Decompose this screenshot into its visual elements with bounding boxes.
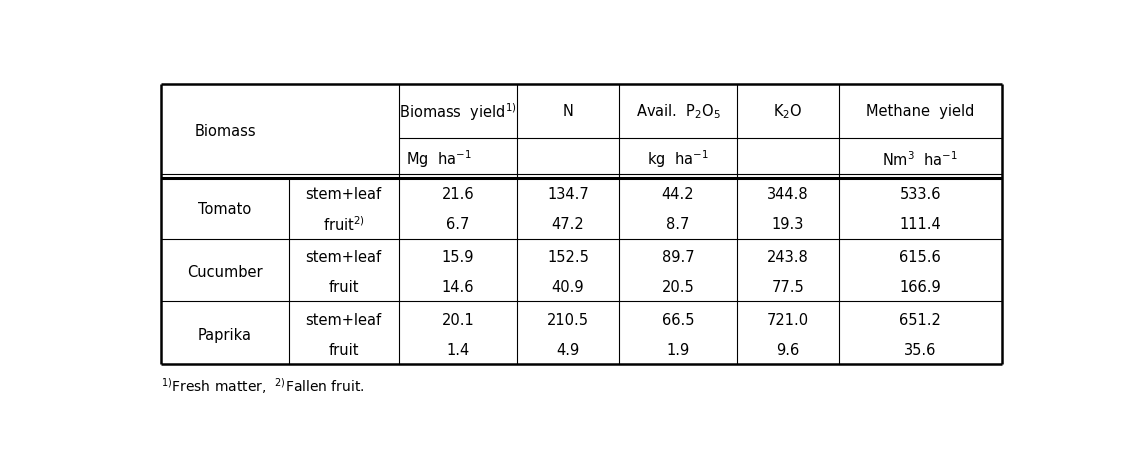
- Text: 47.2: 47.2: [552, 217, 585, 232]
- Text: 651.2: 651.2: [899, 312, 941, 327]
- Text: 20.5: 20.5: [662, 279, 695, 294]
- Text: Cucumber: Cucumber: [187, 264, 263, 279]
- Text: Tomato: Tomato: [199, 202, 252, 217]
- Text: 615.6: 615.6: [899, 249, 941, 264]
- Text: fruit: fruit: [328, 342, 359, 357]
- Text: stem+leaf: stem+leaf: [305, 187, 381, 202]
- Text: 111.4: 111.4: [899, 217, 941, 232]
- Text: 344.8: 344.8: [767, 187, 809, 202]
- Text: 8.7: 8.7: [666, 217, 690, 232]
- Text: 152.5: 152.5: [547, 249, 589, 264]
- Text: Nm$^3$  ha$^{-1}$: Nm$^3$ ha$^{-1}$: [882, 150, 958, 168]
- Text: Biomass: Biomass: [194, 124, 255, 139]
- Text: 20.1: 20.1: [442, 312, 474, 327]
- Text: 35.6: 35.6: [905, 342, 936, 357]
- Text: 89.7: 89.7: [662, 249, 695, 264]
- Text: Avail.  P$_2$O$_5$: Avail. P$_2$O$_5$: [636, 102, 721, 121]
- Text: kg  ha$^{-1}$: kg ha$^{-1}$: [647, 148, 708, 170]
- Text: 21.6: 21.6: [442, 187, 474, 202]
- Text: 40.9: 40.9: [552, 279, 585, 294]
- Text: 44.2: 44.2: [662, 187, 695, 202]
- Text: $^{1)}$Fresh matter,  $^{2)}$Fallen fruit.: $^{1)}$Fresh matter, $^{2)}$Fallen fruit…: [161, 376, 364, 395]
- Text: stem+leaf: stem+leaf: [305, 249, 381, 264]
- Text: 243.8: 243.8: [767, 249, 809, 264]
- Text: 14.6: 14.6: [442, 279, 474, 294]
- Text: 1.9: 1.9: [666, 342, 690, 357]
- Text: 9.6: 9.6: [776, 342, 799, 357]
- Text: 1.4: 1.4: [446, 342, 470, 357]
- Text: 77.5: 77.5: [772, 279, 805, 294]
- Text: fruit$^{2)}$: fruit$^{2)}$: [322, 215, 364, 233]
- Text: Mg  ha$^{-1}$: Mg ha$^{-1}$: [406, 148, 471, 170]
- Text: 4.9: 4.9: [556, 342, 580, 357]
- Text: 721.0: 721.0: [767, 312, 809, 327]
- Text: Paprika: Paprika: [197, 327, 252, 342]
- Text: stem+leaf: stem+leaf: [305, 312, 381, 327]
- Text: 166.9: 166.9: [899, 279, 941, 294]
- Text: fruit: fruit: [328, 279, 359, 294]
- Text: K$_2$O: K$_2$O: [773, 102, 802, 121]
- Text: 19.3: 19.3: [772, 217, 804, 232]
- Text: 134.7: 134.7: [547, 187, 589, 202]
- Text: 210.5: 210.5: [547, 312, 589, 327]
- Text: Biomass  yield$^{1)}$: Biomass yield$^{1)}$: [400, 101, 516, 122]
- Text: 15.9: 15.9: [442, 249, 474, 264]
- Text: 533.6: 533.6: [900, 187, 941, 202]
- Text: 66.5: 66.5: [662, 312, 695, 327]
- Text: Methane  yield: Methane yield: [866, 104, 975, 119]
- Text: 6.7: 6.7: [446, 217, 470, 232]
- Text: N: N: [563, 104, 573, 119]
